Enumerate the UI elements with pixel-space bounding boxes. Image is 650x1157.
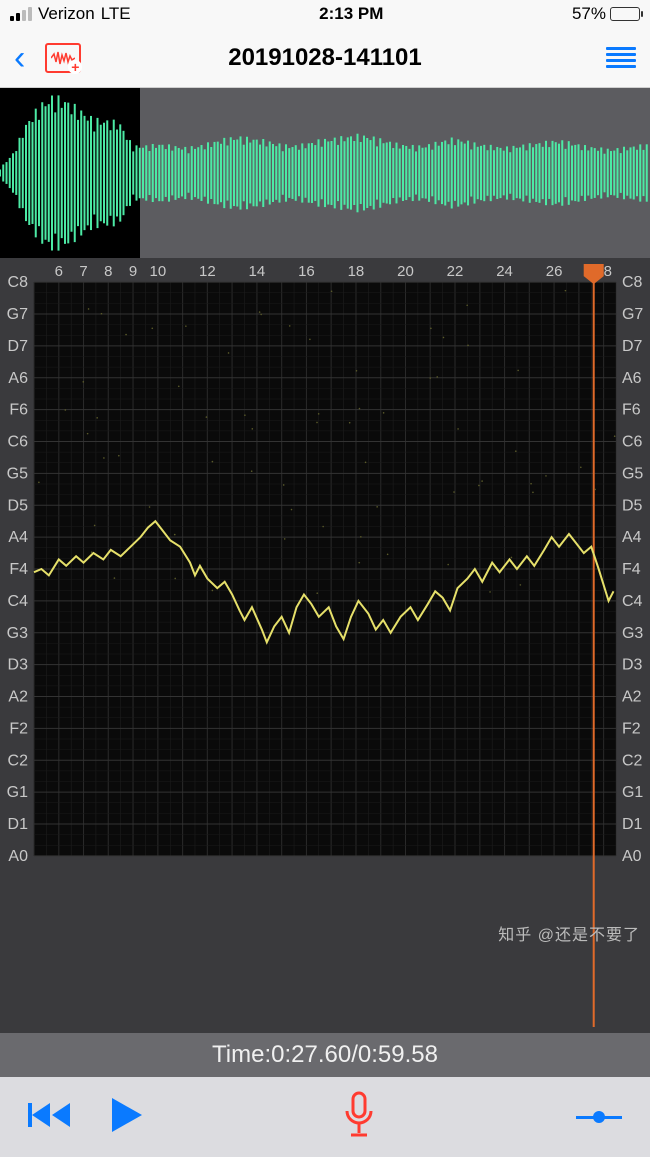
svg-text:F6: F6	[622, 401, 641, 419]
svg-text:F4: F4	[622, 560, 641, 578]
time-prefix: Time:	[212, 1041, 271, 1069]
skip-back-button[interactable]	[28, 1100, 72, 1135]
svg-text:F2: F2	[622, 719, 641, 737]
svg-text:F4: F4	[9, 560, 28, 578]
pitch-chart[interactable]: C8 C8 G7 G7 D7 D7 A6 A6 F6 F6 C6 C6 G5 G5 D5 D5 A4 A4 F4 F4…	[0, 258, 650, 1033]
clock: 2:13 PM	[319, 4, 383, 24]
svg-text:C4: C4	[622, 592, 643, 610]
svg-text:G3: G3	[622, 624, 643, 642]
network-label: LTE	[101, 4, 131, 24]
svg-text:G7: G7	[7, 305, 28, 323]
svg-text:8: 8	[104, 263, 112, 280]
status-right: 57%	[572, 4, 640, 24]
svg-text:A6: A6	[8, 369, 28, 387]
svg-text:D5: D5	[622, 496, 643, 514]
carrier-label: Verizon	[38, 4, 95, 24]
plus-icon: +	[68, 60, 82, 74]
pitch-chart-svg: C8 C8 G7 G7 D7 D7 A6 A6 F6 F6 C6 C6 G5 G5 D5 D5 A4 A4 F4 F4…	[0, 258, 650, 1033]
svg-text:A2: A2	[8, 687, 28, 705]
svg-text:18: 18	[348, 263, 365, 280]
battery-icon	[610, 7, 640, 21]
record-button[interactable]	[342, 1091, 376, 1144]
control-bar	[0, 1077, 650, 1157]
status-left: Verizon LTE	[10, 4, 131, 24]
svg-text:C6: C6	[622, 433, 643, 451]
svg-text:D7: D7	[622, 337, 643, 355]
time-total: 0:59.58	[358, 1041, 438, 1069]
svg-text:A0: A0	[8, 847, 28, 865]
time-current: 0:27.60	[271, 1041, 351, 1069]
svg-text:G7: G7	[622, 305, 643, 323]
svg-text:C6: C6	[8, 433, 29, 451]
svg-text:16: 16	[298, 263, 315, 280]
svg-text:12: 12	[199, 263, 216, 280]
svg-text:C2: C2	[8, 751, 29, 769]
svg-text:14: 14	[249, 263, 266, 280]
svg-text:G5: G5	[622, 464, 643, 482]
svg-text:26: 26	[546, 263, 563, 280]
svg-text:D1: D1	[8, 815, 29, 833]
waveform-graphic	[0, 88, 650, 258]
status-bar: Verizon LTE 2:13 PM 57%	[0, 0, 650, 28]
svg-text:7: 7	[79, 263, 87, 280]
signal-icon	[10, 7, 32, 21]
svg-text:D3: D3	[622, 656, 643, 674]
svg-text:A4: A4	[622, 528, 642, 546]
svg-text:24: 24	[496, 263, 513, 280]
svg-text:C8: C8	[8, 273, 29, 291]
svg-text:D1: D1	[622, 815, 643, 833]
settings-slider-button[interactable]	[576, 1116, 622, 1119]
svg-text:22: 22	[447, 263, 464, 280]
svg-text:G1: G1	[622, 783, 643, 801]
svg-text:20: 20	[397, 263, 414, 280]
svg-text:A2: A2	[622, 687, 642, 705]
svg-text:10: 10	[149, 263, 166, 280]
back-button[interactable]: ‹	[14, 41, 25, 75]
nav-bar: ‹ + 20191028-141101	[0, 28, 650, 88]
svg-text:C4: C4	[8, 592, 29, 610]
time-sep: /	[351, 1041, 358, 1069]
play-button[interactable]	[112, 1098, 142, 1137]
svg-text:G1: G1	[7, 783, 28, 801]
svg-text:D5: D5	[8, 496, 29, 514]
svg-text:C8: C8	[622, 273, 643, 291]
svg-text:C2: C2	[622, 751, 643, 769]
svg-text:A6: A6	[622, 369, 642, 387]
svg-text:F6: F6	[9, 401, 28, 419]
svg-text:G5: G5	[7, 464, 28, 482]
battery-label: 57%	[572, 4, 606, 24]
page-title: 20191028-141101	[124, 44, 526, 72]
new-recording-button[interactable]: +	[45, 43, 81, 73]
svg-text:D7: D7	[8, 337, 29, 355]
watermark: 知乎 @还是不要了	[498, 921, 640, 945]
svg-text:D3: D3	[8, 656, 29, 674]
svg-text:9: 9	[129, 263, 137, 280]
waveform-panel[interactable]	[0, 88, 650, 258]
svg-text:G3: G3	[7, 624, 28, 642]
svg-text:6: 6	[55, 263, 63, 280]
svg-text:A0: A0	[622, 847, 642, 865]
svg-text:A4: A4	[8, 528, 28, 546]
time-display: Time: 0:27.60 / 0:59.58	[0, 1033, 650, 1077]
menu-button[interactable]	[606, 47, 636, 68]
svg-text:F2: F2	[9, 719, 28, 737]
